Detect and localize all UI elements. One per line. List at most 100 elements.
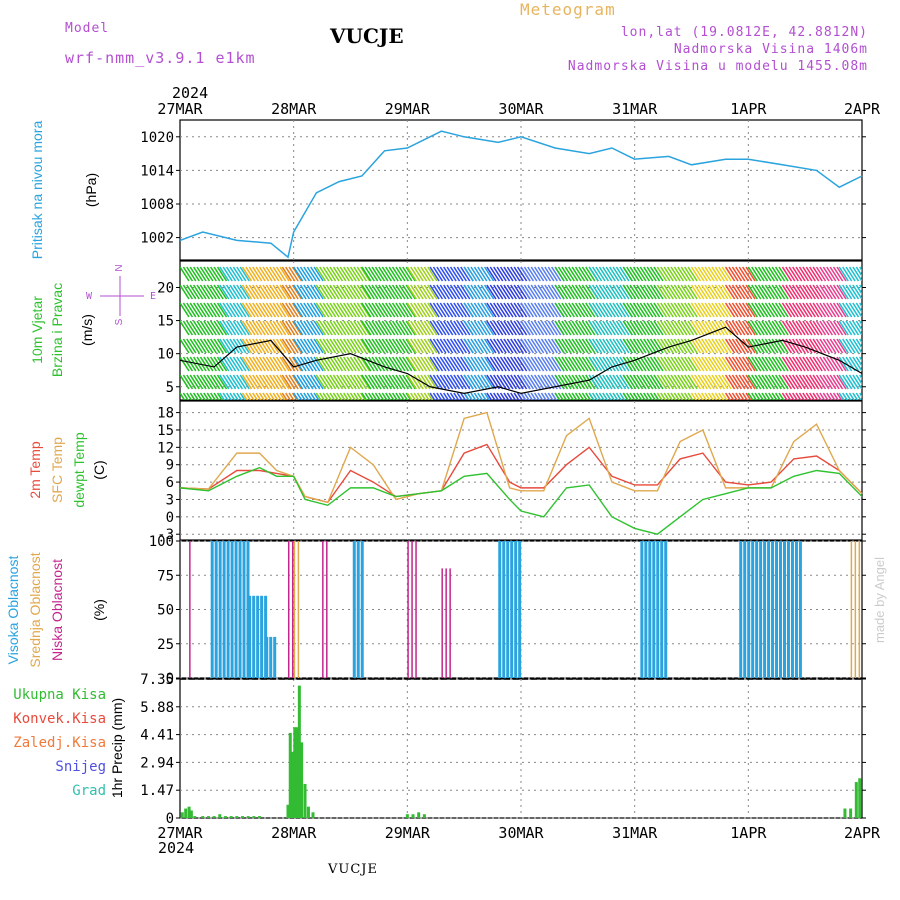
wind-barb-648 <box>443 266 454 282</box>
wind-barb-104 <box>222 266 233 282</box>
wind-barb-1318 <box>707 374 719 390</box>
wind-barb-1352 <box>724 266 736 282</box>
wind-barb-620 <box>429 338 440 354</box>
wind-speed-line <box>179 326 863 394</box>
wind-barb-237 <box>275 356 287 372</box>
wind-barb-149 <box>239 356 250 372</box>
wind-barb-1560 <box>812 266 823 282</box>
wind-barb-576 <box>413 266 424 282</box>
wind-barb-152 <box>241 266 253 282</box>
wind-barb-1675 <box>859 320 862 327</box>
wind-barb-1174 <box>646 374 657 390</box>
x-tick-label-bottom-1: 28MAR <box>271 824 317 842</box>
wind-barb-1089 <box>615 284 627 300</box>
wind-barb-561 <box>406 284 418 300</box>
wind-barb-904 <box>544 266 555 282</box>
wind-barb-813 <box>506 356 518 372</box>
precip-bar-1 <box>184 808 188 818</box>
wind-barb-1506 <box>788 302 799 318</box>
wind-barb-1584 <box>822 266 834 282</box>
wind-barb-380 <box>332 338 344 354</box>
wind-barb-1329 <box>714 284 726 300</box>
wind-barb-1503 <box>785 392 792 400</box>
wind-barb-374 <box>329 374 340 390</box>
wind-barb-974 <box>568 374 579 390</box>
wind-barb-1328 <box>714 266 726 282</box>
wind-barb-893 <box>537 356 548 372</box>
wind-barb-1623 <box>836 392 843 400</box>
wind-barb-973 <box>568 356 579 372</box>
wind-barb-1629 <box>838 356 849 372</box>
wind-barb-1480 <box>778 266 789 282</box>
ytick-label-precip-4: 1.47 <box>140 783 174 799</box>
wind-barb-872 <box>530 266 541 282</box>
wind-barb-84 <box>213 338 224 354</box>
wind-barb-445 <box>360 356 371 372</box>
wind-barb-258 <box>285 302 296 318</box>
wind-barb-1234 <box>673 302 685 318</box>
wind-barb-598 <box>420 374 431 390</box>
wind-barb-336 <box>315 266 327 282</box>
wind-barb-1029 <box>588 356 599 372</box>
wind-barb-597 <box>420 356 431 372</box>
wind-barb-981 <box>571 356 582 372</box>
wind-barb-289 <box>296 284 307 300</box>
wind-barb-1028 <box>588 338 599 354</box>
wind-barb-1477 <box>774 356 786 372</box>
precip-legend-4: Grad <box>72 783 106 799</box>
wind-barb-1006 <box>581 374 593 390</box>
wind-barb-394 <box>339 302 350 318</box>
wind-barb-1493 <box>781 356 793 372</box>
wind-barb-856 <box>523 266 535 282</box>
wind-barb-46 <box>196 374 207 390</box>
wind-barb-618 <box>429 302 440 318</box>
wind-barb-1585 <box>822 284 834 300</box>
wind-barb-332 <box>313 338 324 354</box>
wind-barb-1634 <box>842 302 853 318</box>
wind-barb-86 <box>213 374 224 390</box>
wind-barb-915 <box>547 320 558 336</box>
wind-barb-437 <box>356 356 367 372</box>
wind-barb-616 <box>429 266 440 282</box>
wind-barb-1044 <box>595 338 606 354</box>
wind-barb-1074 <box>608 302 620 318</box>
wind-barb-1232 <box>673 266 685 282</box>
wind-barb-1646 <box>845 374 856 390</box>
model-name: wrf-nmm_v3.9.1 e1km <box>65 49 256 67</box>
wind-barb-370 <box>329 302 340 318</box>
precip-bar-12 <box>241 816 245 818</box>
wind-barb-875 <box>530 320 541 336</box>
x-tick-label-bottom-6: 2APR <box>844 824 881 842</box>
wind-barb-677 <box>453 356 464 372</box>
wind-barb-226 <box>272 302 283 318</box>
wind-barb-1309 <box>704 356 715 372</box>
precip-bar-24 <box>306 806 310 818</box>
wind-barb-970 <box>568 302 579 318</box>
wind-barb-586 <box>416 302 428 318</box>
wind-barb-1603 <box>829 320 840 336</box>
wind-barb-1673 <box>859 284 862 291</box>
wind-barb-1425 <box>754 284 765 300</box>
wind-barb-1250 <box>680 302 691 318</box>
wind-barb-1225 <box>670 284 681 300</box>
wind-barb-1101 <box>619 356 630 372</box>
wind-barb-1553 <box>809 284 820 300</box>
wind-barb-817 <box>510 284 521 300</box>
wind-barb-1039 <box>591 392 599 400</box>
wind-barb-265 <box>288 284 299 300</box>
wind-barb-715 <box>466 320 478 336</box>
wind-barb-526 <box>391 374 403 390</box>
wind-barb-467 <box>368 320 379 336</box>
ytick-label-precip-1: 5.88 <box>140 700 174 716</box>
wind-barb-1636 <box>842 338 853 354</box>
wind-barb-113 <box>225 284 237 300</box>
cloud-bar-0-6 <box>790 541 794 678</box>
precip-bar-3 <box>189 810 193 818</box>
wind-barb-1252 <box>680 338 691 354</box>
wind-barb-66 <box>206 302 217 318</box>
wind-barb-1229 <box>670 356 681 372</box>
wind-barb-1481 <box>778 284 789 300</box>
wind-barb-270 <box>288 374 299 390</box>
wind-barb-873 <box>530 284 541 300</box>
wind-barb-615 <box>427 392 434 400</box>
